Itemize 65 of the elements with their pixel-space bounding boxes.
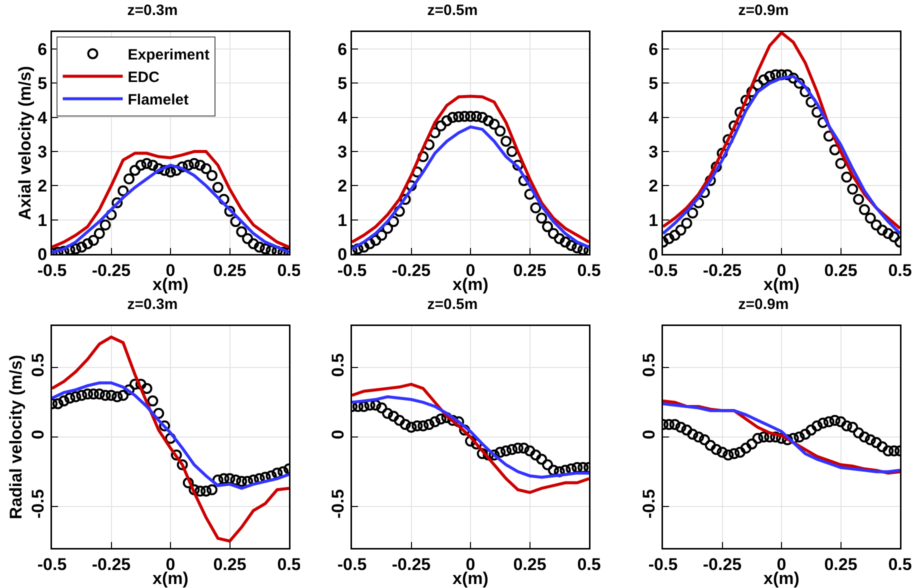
y-tick-label: 0.5 (640, 353, 659, 377)
y-tick-label: 0 (28, 430, 48, 440)
chart-title: z=0.3m (127, 2, 178, 19)
x-axis-title: x(m) (452, 275, 488, 294)
legend-label: EDC (128, 69, 160, 86)
y-tick-label: 2 (648, 176, 658, 196)
y-tick-label: 0 (648, 244, 658, 264)
x-axis-title: x(m) (764, 275, 800, 294)
x-tick-label: -0.25 (92, 554, 131, 574)
y-tick-label: 4 (38, 108, 48, 128)
x-tick-label: -0.25 (392, 554, 431, 574)
chart-title: z=0.5m (427, 2, 478, 19)
y-tick-label: -0.5 (328, 489, 348, 518)
x-axis-title: x(m) (152, 275, 188, 294)
y-axis-title: Radial velocity (m/s) (6, 354, 26, 520)
x-axis-title: x(m) (152, 569, 188, 588)
x-tick-label: -0.25 (392, 260, 431, 280)
y-tick-label: -0.5 (640, 489, 659, 518)
x-tick-label: 0.5 (577, 260, 601, 280)
x-tick-label: 0.5 (888, 260, 912, 280)
y-tick-label: 1 (338, 210, 348, 230)
x-tick-label: -0.25 (702, 554, 742, 574)
chart-title: z=0.9m (738, 296, 789, 313)
chart-title: z=0.9m (738, 2, 789, 19)
y-tick-label: 0.5 (328, 353, 348, 377)
y-tick-label: 4 (338, 108, 348, 128)
x-tick-label: 0.25 (824, 554, 858, 574)
y-tick-label: 0.5 (28, 353, 48, 377)
y-tick-label: -0.5 (28, 489, 48, 518)
x-tick-label: 0.25 (824, 260, 858, 280)
y-tick-label: 5 (38, 74, 48, 94)
y-tick-label: 2 (38, 176, 48, 196)
legend-label: Flamelet (128, 92, 189, 109)
x-tick-label: 0.25 (513, 260, 546, 280)
y-tick-label: 5 (648, 74, 658, 94)
chart-title: z=0.5m (427, 296, 478, 313)
x-tick-label: 0.5 (277, 260, 301, 280)
y-tick-label: 0 (328, 430, 348, 440)
x-tick-label: 0.25 (513, 554, 546, 574)
y-tick-label: 0 (38, 244, 48, 264)
y-axis-title: Axial velocity (m/s) (15, 66, 34, 220)
y-tick-label: 1 (38, 210, 48, 230)
x-axis-title: x(m) (452, 569, 488, 588)
x-axis-title: x(m) (764, 569, 800, 588)
y-tick-label: 3 (38, 142, 48, 162)
y-tick-label: 6 (648, 40, 658, 60)
legend-label: Experiment (128, 46, 210, 64)
x-tick-label: -0.25 (702, 260, 742, 280)
x-tick-label: 0.5 (577, 554, 601, 574)
x-tick-label: -0.25 (92, 260, 131, 280)
y-tick-label: 0 (338, 244, 348, 264)
x-tick-label: 0.5 (888, 554, 912, 574)
x-tick-label: 0.25 (213, 260, 246, 280)
y-tick-label: 3 (338, 142, 348, 162)
y-tick-label: 1 (648, 210, 658, 230)
x-tick-label: 0.5 (277, 554, 301, 574)
y-tick-label: 6 (38, 40, 48, 60)
y-tick-label: 3 (648, 142, 658, 162)
y-tick-label: 2 (338, 176, 348, 196)
y-tick-label: 4 (648, 108, 659, 128)
y-tick-label: 6 (338, 40, 348, 60)
x-tick-label: 0.25 (213, 554, 246, 574)
chart-title: z=0.3m (127, 296, 178, 313)
y-tick-label: 0 (640, 430, 659, 440)
y-tick-label: 5 (338, 74, 348, 94)
